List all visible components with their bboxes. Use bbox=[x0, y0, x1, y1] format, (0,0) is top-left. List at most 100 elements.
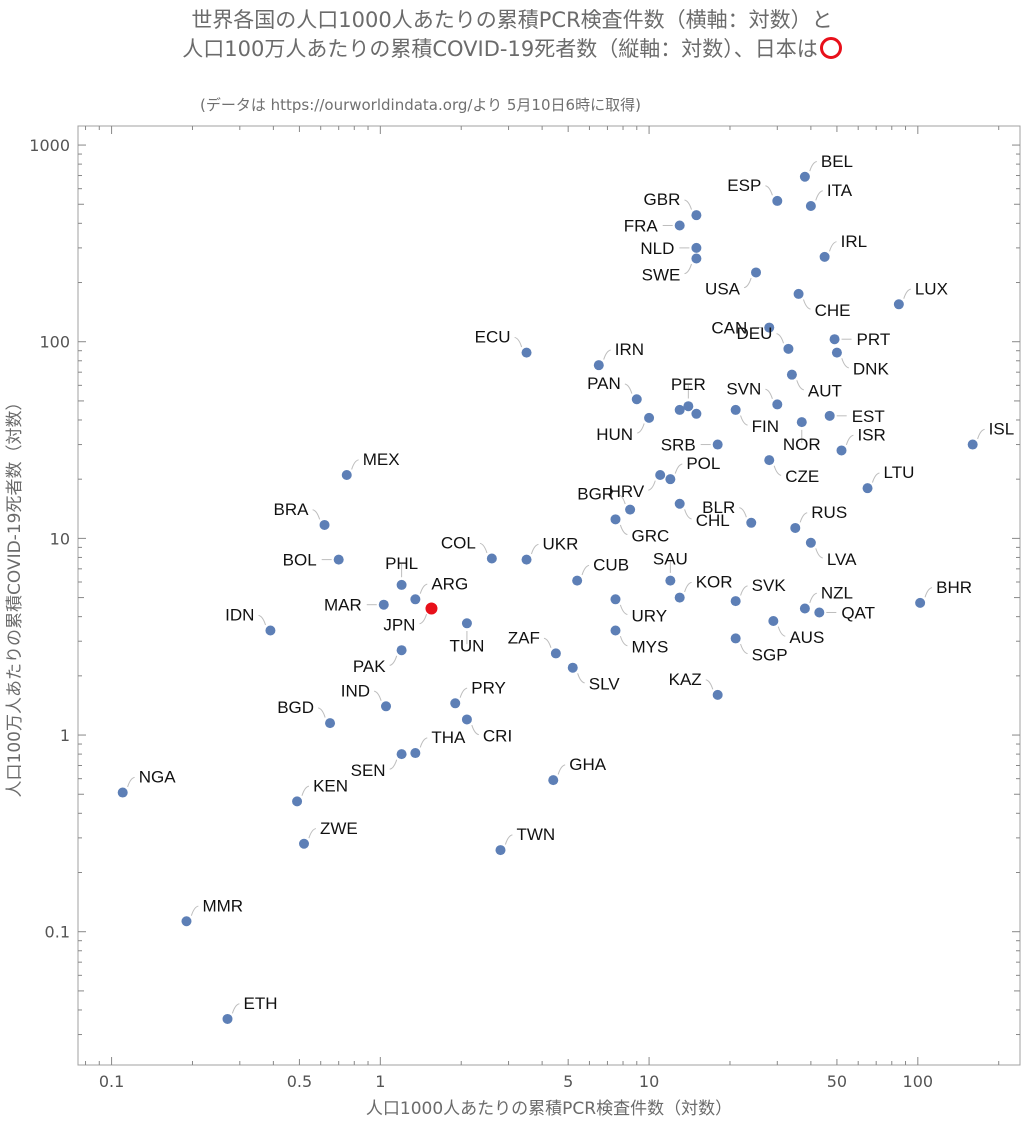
x-tick-label: 50 bbox=[827, 1072, 847, 1091]
data-point-nld bbox=[691, 242, 702, 253]
data-point-ita bbox=[805, 200, 816, 211]
data-point-gha bbox=[548, 775, 559, 786]
data-point-kor bbox=[674, 592, 685, 603]
leader-line-nzl bbox=[809, 592, 817, 604]
data-point-est bbox=[824, 410, 835, 421]
leader-line-kor bbox=[684, 581, 692, 593]
leader-line-eth bbox=[231, 1003, 240, 1014]
data-point-aut bbox=[786, 369, 797, 380]
leader-line-aus bbox=[777, 626, 786, 637]
point-label-grc: GRC bbox=[631, 526, 669, 545]
data-labels: BEL ESP ITA GBR FRA NLD IRL SWE USA CHE LUX CAN PRT D… bbox=[139, 152, 1015, 1013]
point-label-nld: NLD bbox=[640, 239, 674, 258]
data-point-ltu bbox=[862, 483, 873, 494]
data-point-20 bbox=[674, 404, 685, 415]
point-label-aus: AUS bbox=[789, 628, 824, 647]
data-point-fin bbox=[730, 404, 741, 415]
data-point-prt bbox=[829, 334, 840, 345]
leader-line-mex bbox=[351, 459, 359, 470]
leader-line-isr bbox=[845, 434, 854, 445]
data-point-usa bbox=[751, 267, 762, 278]
point-label-gha: GHA bbox=[569, 755, 607, 774]
data-point-mar bbox=[378, 599, 389, 610]
point-label-ita: ITA bbox=[827, 181, 853, 200]
y-tick-label: 1 bbox=[60, 726, 70, 745]
point-label-can: CAN bbox=[711, 319, 747, 338]
leader-line-bgd bbox=[318, 707, 326, 718]
data-point-bgr bbox=[625, 504, 636, 515]
point-label-pan: PAN bbox=[587, 374, 621, 393]
point-label-per: PER bbox=[671, 375, 706, 394]
point-label-lux: LUX bbox=[915, 279, 948, 298]
data-point-slv bbox=[567, 662, 578, 673]
point-label-arg: ARG bbox=[431, 574, 468, 593]
leader-line-aut bbox=[796, 380, 804, 391]
leader-line-blr bbox=[739, 507, 747, 518]
point-label-mex: MEX bbox=[363, 450, 400, 469]
data-point-isr bbox=[836, 445, 847, 456]
point-label-che: CHE bbox=[815, 301, 851, 320]
leader-line-cze bbox=[773, 465, 782, 476]
data-point-cub bbox=[572, 575, 583, 586]
data-point-svn bbox=[772, 399, 783, 410]
point-label-isr: ISR bbox=[857, 425, 885, 444]
data-point-sgp bbox=[730, 633, 741, 644]
data-point-bol bbox=[333, 554, 344, 565]
data-point-blr bbox=[746, 517, 757, 528]
point-label-slv: SLV bbox=[589, 675, 621, 694]
chart-title: 世界各国の人口1000人あたりの累積PCR検査件数（横軸：対数）と bbox=[191, 8, 833, 32]
point-label-pak: PAK bbox=[353, 657, 386, 676]
data-point-qat bbox=[814, 607, 825, 618]
data-point-svk bbox=[730, 596, 741, 607]
point-label-col: COL bbox=[441, 534, 476, 553]
data-point-idn bbox=[265, 625, 276, 636]
point-label-jpn: JPN bbox=[383, 616, 415, 635]
y-tick-label: 100 bbox=[39, 333, 70, 352]
data-point-pak bbox=[396, 645, 407, 656]
leader-line-usa bbox=[743, 277, 752, 289]
data-point-mys bbox=[610, 625, 621, 636]
leader-line-twn bbox=[504, 834, 513, 845]
leader-line-lva bbox=[815, 548, 823, 559]
point-label-svn: SVN bbox=[726, 379, 761, 398]
leader-line-ind bbox=[373, 690, 382, 701]
leader-line-pak bbox=[389, 655, 398, 666]
data-point-zaf bbox=[550, 648, 561, 659]
point-label-mys: MYS bbox=[631, 638, 668, 657]
point-label-sau: SAU bbox=[653, 550, 688, 569]
leader-line-fin bbox=[740, 415, 748, 426]
data-point-ury bbox=[610, 594, 621, 605]
data-point-ind bbox=[381, 701, 392, 712]
data-point-srb bbox=[712, 439, 723, 450]
data-point-pry bbox=[450, 698, 461, 709]
plot-frame bbox=[77, 125, 1021, 1066]
data-point-lux bbox=[893, 299, 904, 310]
highlight-point-jpn bbox=[425, 602, 438, 615]
point-label-bgd: BGD bbox=[277, 698, 314, 717]
leader-line-lux bbox=[903, 288, 911, 299]
point-label-bra: BRA bbox=[274, 500, 310, 519]
chart-subtitle: (データは https://ourworldindata.org/より 5月10… bbox=[200, 96, 641, 114]
leader-line-ita bbox=[815, 190, 823, 201]
leader-line-jpn bbox=[419, 613, 428, 625]
data-point-col bbox=[486, 553, 497, 564]
data-point-deu bbox=[783, 343, 794, 354]
point-label-gbr: GBR bbox=[644, 190, 681, 209]
point-label-idn: IDN bbox=[225, 606, 254, 625]
data-point-mmr bbox=[181, 916, 192, 927]
point-label-fra: FRA bbox=[624, 216, 659, 235]
data-point-cri bbox=[461, 714, 472, 725]
leader-line-arg bbox=[419, 583, 428, 594]
leader-line-tha bbox=[419, 737, 428, 748]
point-label-hrv: HRV bbox=[609, 482, 645, 501]
data-point-aus bbox=[768, 616, 779, 627]
leader-line-pan bbox=[624, 383, 633, 394]
leader-line-deu bbox=[776, 333, 784, 344]
point-label-hun: HUN bbox=[596, 425, 633, 444]
leader-line-zwe bbox=[308, 828, 317, 839]
point-label-fin: FIN bbox=[752, 417, 779, 436]
x-tick-label: 1 bbox=[375, 1072, 385, 1091]
japan-marker-circle-icon bbox=[819, 37, 842, 59]
leader-line-ltu bbox=[871, 472, 880, 483]
